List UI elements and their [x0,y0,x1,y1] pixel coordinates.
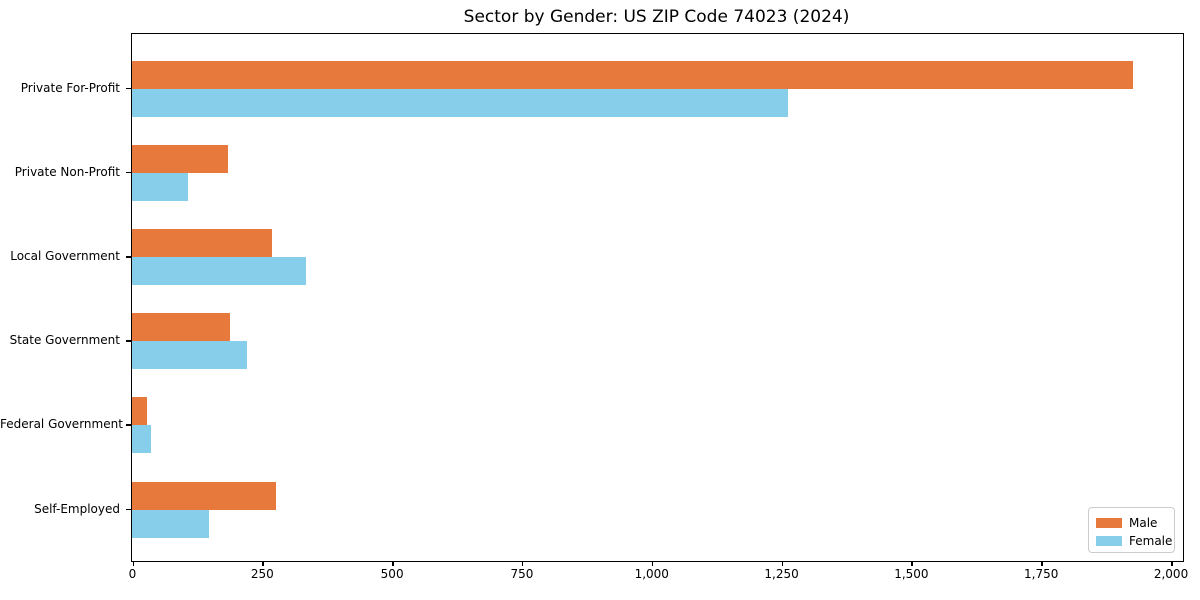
bar-female-state-government [132,341,247,370]
chart-title: Sector by Gender: US ZIP Code 74023 (202… [463,7,850,27]
y-axis-label: State Government [9,333,120,348]
legend-swatch-male [1096,518,1122,528]
x-axis-tick-label: 250 [250,567,274,581]
bar-male-state-government [132,313,230,342]
legend-entry-male: Male [1096,514,1167,532]
x-axis-tick [1171,561,1173,566]
bar-male-self-employed [132,481,276,510]
legend-label: Female [1129,534,1173,548]
x-axis-tick [132,561,134,566]
x-axis-tick-label: 1,500 [894,567,929,581]
y-axis-label: Private Non-Profit [14,164,120,179]
x-axis-tick-label: 500 [380,567,404,581]
bar-female-local-government [132,257,307,285]
plot-area [131,33,1184,562]
x-axis-tick [262,561,264,566]
x-axis-tick [651,561,654,566]
y-axis-tick [126,340,131,342]
y-axis-tick [126,171,131,174]
legend: Male Female [1088,507,1175,553]
y-axis-tick [126,256,131,258]
bar-female-private-non-profit [132,172,189,201]
x-axis-tick [1041,561,1043,566]
x-axis-tick-label: 1,750 [1024,567,1059,581]
bar-female-self-employed [132,509,209,538]
bar-male-federal-government [132,397,147,426]
bar-female-private-for-profit [132,88,788,117]
y-axis-tick [126,508,131,511]
x-axis-tick [392,561,394,566]
x-axis-tick [781,561,784,566]
x-axis-tick-label: 0 [128,567,137,581]
bar-male-local-government [132,229,273,257]
bar-male-private-non-profit [132,144,228,173]
x-axis-tick [521,561,524,566]
x-axis-tick-label: 1,250 [764,567,799,581]
x-axis-tick-label: 1,000 [634,567,669,581]
x-axis-tick-label: 2,000 [1153,567,1189,581]
x-axis-tick [911,561,913,566]
legend-swatch-female [1096,536,1122,546]
bar-male-private-for-profit [132,60,1134,89]
y-axis-label: Federal Government [0,417,123,432]
legend-label: Male [1129,516,1158,530]
x-axis-tick-label: 750 [510,567,534,581]
y-axis-label: Private For-Profit [20,80,120,95]
legend-entry-female: Female [1096,532,1172,550]
y-axis-label: Local Government [10,249,120,263]
bar-female-federal-government [132,425,152,454]
y-axis-tick [126,87,131,90]
y-axis-label: Self-Employed [34,501,120,516]
y-axis-tick [126,424,131,426]
